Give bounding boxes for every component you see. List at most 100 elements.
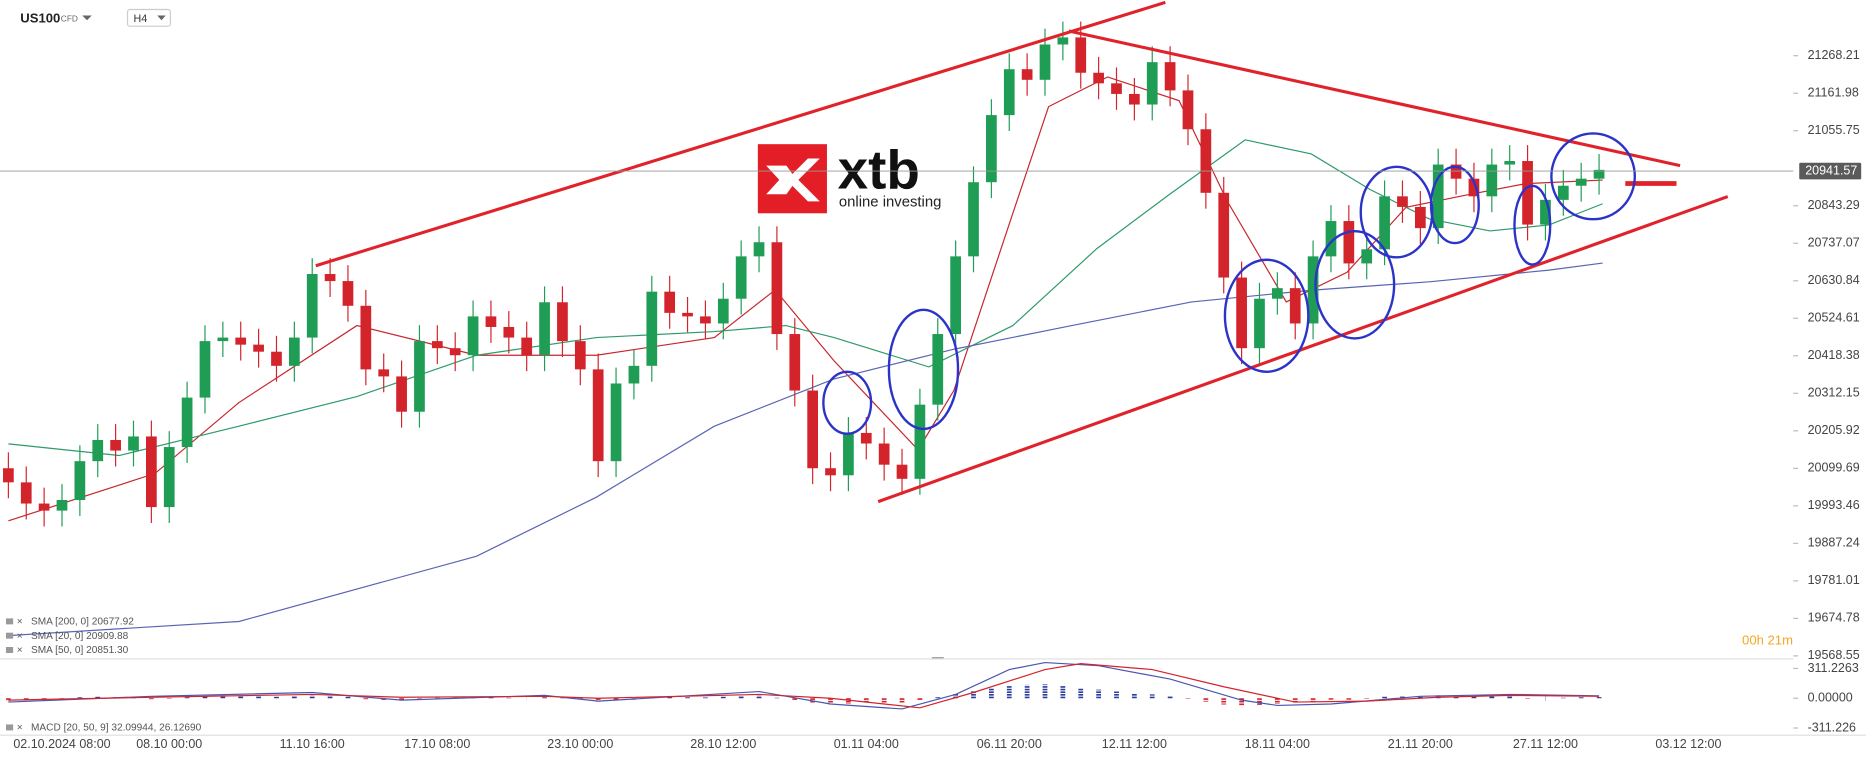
candle-body <box>1593 169 1605 179</box>
candle-body <box>503 326 515 338</box>
candle-body <box>1575 178 1587 186</box>
candle-body <box>324 274 336 282</box>
candle-body <box>986 115 997 183</box>
timeframe: H4 <box>133 13 147 25</box>
symbol-dropdown[interactable] <box>82 15 92 21</box>
candle-body <box>771 242 783 335</box>
candle-body <box>878 443 890 465</box>
candle-body <box>539 302 550 356</box>
candle-body <box>1343 221 1355 264</box>
candle-body <box>1021 69 1033 80</box>
candle-body <box>288 337 300 366</box>
timeframe-dropdown[interactable] <box>157 15 166 21</box>
candle-body <box>38 503 50 511</box>
highlight-circle <box>1429 165 1480 245</box>
x-tick-label: 02.10.2024 08:00 <box>13 737 110 751</box>
candle-body <box>145 436 157 508</box>
candle-body <box>1057 37 1069 45</box>
x-tick-label: 23.10 00:00 <box>547 737 613 751</box>
candle-body <box>1236 277 1247 349</box>
annotations <box>315 0 1729 504</box>
candle-body <box>306 274 318 338</box>
x-tick-label: 08.10 00:00 <box>136 737 202 751</box>
y-tick-label: 20205.92 <box>1808 423 1860 437</box>
candle-body <box>56 500 68 511</box>
candle-body <box>753 242 765 257</box>
y-tick-label: -311.226 <box>1808 720 1856 734</box>
candle-body <box>1468 178 1480 197</box>
candle-body <box>1200 129 1212 193</box>
y-tick-label: 21055.75 <box>1808 123 1860 137</box>
highlight-circle <box>887 308 960 431</box>
legend-close[interactable]: × <box>17 645 23 656</box>
candle-body <box>1307 256 1319 324</box>
candle-body <box>592 369 604 462</box>
candle-body <box>860 432 872 444</box>
candle-body <box>1271 288 1283 299</box>
candle-body <box>217 337 229 342</box>
candle-body <box>789 334 801 391</box>
y-tick-label: 20737.07 <box>1808 236 1860 250</box>
candle-body <box>1075 37 1087 73</box>
y-tick-label: 19887.24 <box>1808 536 1860 550</box>
logo-mark <box>766 158 820 202</box>
symbol[interactable]: US100 <box>20 11 60 26</box>
y-tick-label: 20630.84 <box>1808 273 1860 287</box>
moving-average <box>8 262 1603 637</box>
candle-body <box>1111 83 1122 94</box>
legend-close[interactable]: × <box>17 631 23 642</box>
candle-countdown: 00h 21m <box>1742 632 1793 647</box>
y-tick-label: 19993.46 <box>1808 498 1860 512</box>
candle-body <box>1450 164 1462 179</box>
candle-body <box>1254 298 1265 349</box>
logo-brand: xtb <box>838 138 920 200</box>
highlight-circle <box>1314 229 1396 340</box>
candle-body <box>825 468 836 476</box>
logo: xtb online investing <box>757 138 942 214</box>
candle-body <box>1164 62 1176 91</box>
legend-close[interactable]: × <box>17 723 23 734</box>
y-tick-label: 20524.61 <box>1808 311 1860 325</box>
candle-body <box>557 302 568 342</box>
x-tick-label: 18.11 04:00 <box>1245 737 1310 751</box>
candle-body <box>807 390 819 469</box>
candle-body <box>896 464 908 479</box>
candle-body <box>1325 221 1337 257</box>
candle-body <box>1289 288 1301 324</box>
y-tick-label: 19674.78 <box>1808 611 1860 625</box>
macd-pane <box>5 661 1602 710</box>
y-tick-label: 0.00000 <box>1808 691 1853 705</box>
candle-body <box>1540 199 1551 225</box>
candle-body <box>914 404 926 479</box>
candle-body <box>574 341 586 370</box>
candle-body <box>235 337 247 345</box>
trend-line <box>1068 29 1681 168</box>
trend-line <box>315 0 1166 268</box>
x-tick-label: 01.11 04:00 <box>834 737 899 751</box>
candle-body <box>950 256 962 335</box>
candle-body <box>414 341 425 412</box>
last-price-label: 20941.57 <box>1805 163 1857 177</box>
candle-body <box>843 432 854 476</box>
x-tick-label: 03.12 12:00 <box>1655 737 1721 751</box>
candle-body <box>735 256 747 299</box>
legend-entry: SMA [200, 0] 20677.92 <box>31 617 134 628</box>
candle-body <box>610 383 622 462</box>
legend-close[interactable]: × <box>17 617 23 628</box>
y-tick-label: 20843.29 <box>1808 198 1860 212</box>
candle-body <box>20 482 32 504</box>
macd-line <box>8 663 1600 709</box>
trend-line <box>877 195 1729 504</box>
instrument-type: CFD <box>61 13 78 23</box>
legend-entry: SMA [50, 0] 20851.30 <box>31 645 129 656</box>
timeframe-select[interactable] <box>126 8 172 27</box>
candle-body <box>378 369 390 377</box>
y-tick-label: 20418.38 <box>1808 348 1860 362</box>
highlight-circle <box>1223 258 1310 373</box>
logo-tagline: online investing <box>839 194 942 210</box>
candle-body <box>467 316 479 356</box>
candle-body <box>1361 249 1373 264</box>
y-tick-label: 20099.69 <box>1808 461 1860 475</box>
legend-icons <box>5 618 14 731</box>
